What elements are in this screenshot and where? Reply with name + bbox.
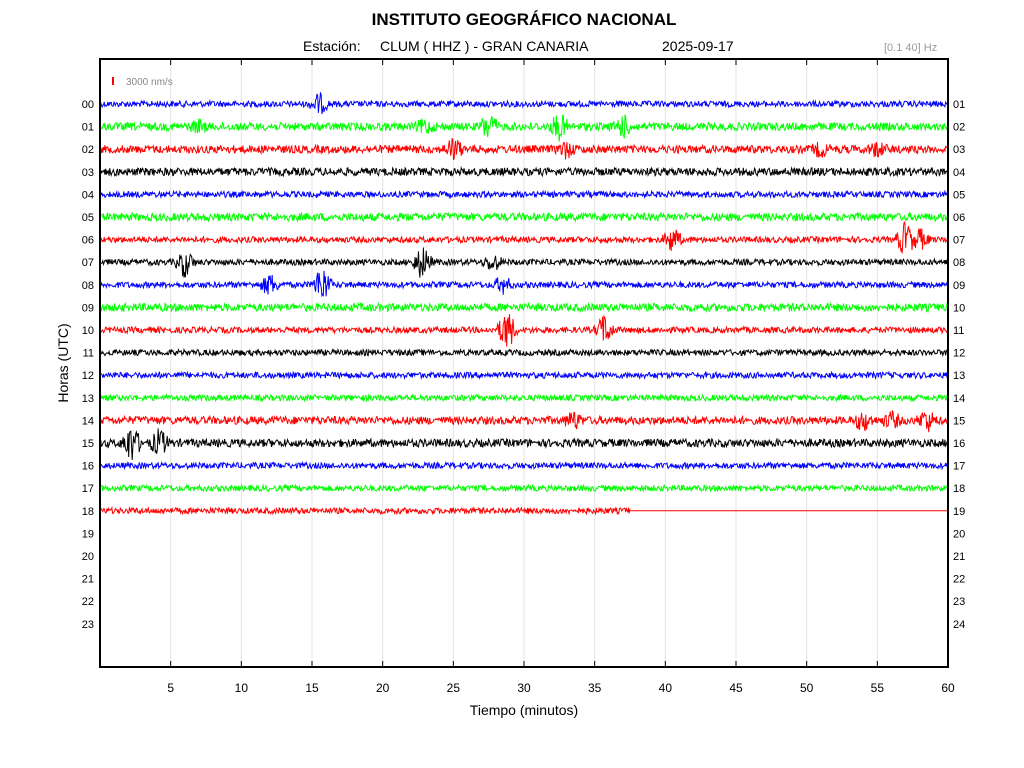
trace-hour-11 bbox=[99, 347, 949, 358]
station-label: Estación: bbox=[303, 38, 361, 54]
hour-label-right: 11 bbox=[953, 325, 964, 337]
hour-label-right: 06 bbox=[953, 212, 965, 224]
hour-label-right: 07 bbox=[953, 235, 965, 247]
hour-label-right: 03 bbox=[953, 144, 965, 156]
hour-label-left: 22 bbox=[82, 596, 94, 608]
hour-label-left: 20 bbox=[82, 551, 94, 563]
hour-label-left: 04 bbox=[82, 189, 94, 201]
x-tick-label: 5 bbox=[167, 681, 174, 695]
trace-hour-17 bbox=[99, 483, 949, 493]
hour-label-left: 03 bbox=[82, 167, 94, 179]
trace-hour-18 bbox=[99, 505, 631, 516]
hour-label-right: 13 bbox=[953, 370, 965, 382]
trace-hour-02 bbox=[99, 138, 949, 161]
hour-label-left: 01 bbox=[82, 122, 94, 134]
x-tick-label: 20 bbox=[376, 681, 390, 695]
station-name: CLUM ( HHZ ) - GRAN CANARIA bbox=[380, 38, 589, 54]
hour-label-left: 12 bbox=[82, 370, 94, 382]
hour-label-left: 15 bbox=[82, 438, 94, 450]
hour-label-left: 00 bbox=[82, 99, 94, 111]
x-tick-label: 45 bbox=[729, 681, 743, 695]
hour-label-right: 10 bbox=[953, 302, 965, 314]
hour-label-right: 24 bbox=[953, 619, 965, 631]
hour-label-left: 14 bbox=[82, 415, 94, 427]
filter-band: [0.1 40] Hz bbox=[884, 42, 938, 54]
x-tick-label: 40 bbox=[659, 681, 673, 695]
trace-hour-03 bbox=[99, 166, 949, 178]
hour-label-right: 21 bbox=[953, 551, 965, 563]
x-tick-label: 55 bbox=[871, 681, 885, 695]
trace-hour-05 bbox=[99, 211, 948, 223]
hour-label-left: 11 bbox=[83, 348, 94, 360]
hour-label-left: 18 bbox=[82, 506, 94, 518]
hour-label-right: 23 bbox=[953, 596, 965, 608]
hour-label-right: 17 bbox=[953, 461, 965, 473]
trace-hour-09 bbox=[99, 301, 948, 314]
x-tick-label: 15 bbox=[305, 681, 319, 695]
trace-hour-06 bbox=[99, 221, 949, 254]
hour-label-left: 02 bbox=[82, 144, 94, 156]
hour-label-left: 17 bbox=[82, 483, 94, 495]
trace-hour-16 bbox=[99, 460, 949, 471]
hour-label-left: 09 bbox=[82, 302, 94, 314]
x-tick-label: 10 bbox=[235, 681, 249, 695]
x-tick-label: 50 bbox=[800, 681, 814, 695]
hour-label-right: 18 bbox=[953, 483, 965, 495]
x-tick-label: 60 bbox=[941, 681, 955, 695]
hour-label-left: 13 bbox=[82, 393, 94, 405]
trace-hour-07 bbox=[99, 247, 949, 278]
trace-hour-14 bbox=[99, 409, 949, 433]
x-tick-label: 25 bbox=[447, 681, 461, 695]
hour-label-left: 10 bbox=[82, 325, 94, 337]
hour-label-right: 05 bbox=[953, 189, 965, 201]
scale-bar bbox=[112, 77, 114, 85]
trace-hour-10 bbox=[99, 314, 949, 347]
hour-label-right: 09 bbox=[953, 280, 965, 292]
hour-label-right: 19 bbox=[953, 506, 965, 518]
trace-hour-12 bbox=[99, 370, 948, 381]
x-axis-label: Tiempo (minutos) bbox=[470, 702, 578, 718]
hour-label-left: 16 bbox=[82, 461, 94, 473]
trace-hour-08 bbox=[99, 270, 949, 298]
trace-hour-15 bbox=[99, 428, 949, 461]
hour-label-left: 19 bbox=[82, 528, 94, 540]
chart-title: INSTITUTO GEOGRÁFICO NACIONAL bbox=[371, 10, 677, 29]
hour-label-left: 23 bbox=[82, 619, 94, 631]
record-date: 2025-09-17 bbox=[662, 38, 734, 54]
trace-hour-04 bbox=[99, 189, 949, 200]
hour-label-right: 08 bbox=[953, 257, 965, 269]
hour-label-right: 04 bbox=[953, 167, 965, 179]
hour-label-right: 01 bbox=[953, 99, 965, 111]
trace-hour-13 bbox=[99, 392, 949, 403]
hour-label-left: 08 bbox=[82, 280, 94, 292]
hour-label-left: 07 bbox=[82, 257, 94, 269]
hour-label-left: 06 bbox=[82, 235, 94, 247]
hour-label-right: 14 bbox=[953, 393, 965, 405]
hour-label-right: 20 bbox=[953, 528, 965, 540]
y-axis-label: Horas (UTC) bbox=[55, 323, 71, 402]
x-tick-label: 30 bbox=[517, 681, 531, 695]
hour-label-left: 21 bbox=[82, 574, 94, 586]
hour-label-left: 05 bbox=[82, 212, 94, 224]
hour-label-right: 16 bbox=[953, 438, 965, 450]
hour-label-right: 12 bbox=[953, 348, 965, 360]
trace-hour-01 bbox=[99, 114, 949, 142]
trace-hour-00 bbox=[99, 92, 949, 115]
scale-label: 3000 nm/s bbox=[126, 77, 173, 88]
hour-label-right: 02 bbox=[953, 122, 965, 134]
x-tick-label: 35 bbox=[588, 681, 602, 695]
hour-label-right: 22 bbox=[953, 574, 965, 586]
hour-label-right: 15 bbox=[953, 415, 965, 427]
